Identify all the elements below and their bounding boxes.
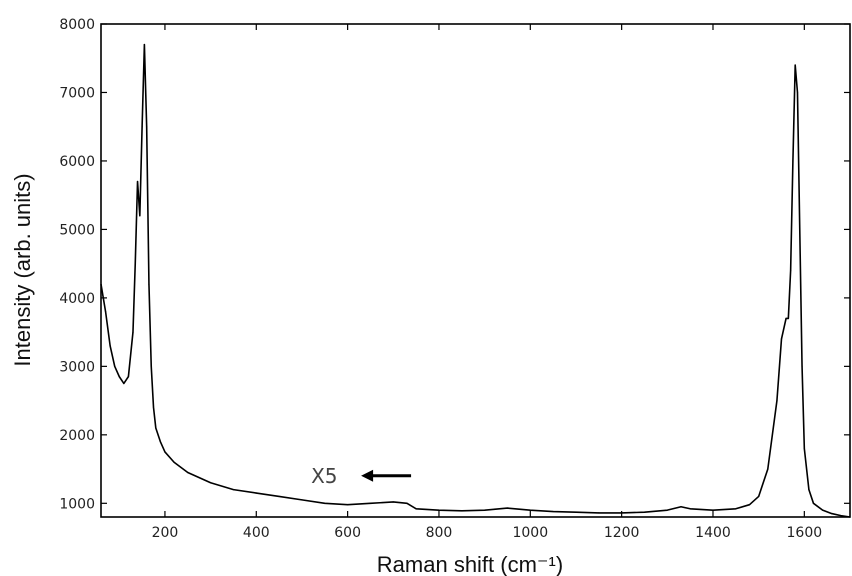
data-point bbox=[118, 376, 120, 378]
y-tick-label: 8000 bbox=[59, 17, 95, 33]
data-point bbox=[255, 492, 257, 494]
y-tick-label: 6000 bbox=[59, 154, 95, 170]
data-point bbox=[849, 516, 851, 518]
data-point bbox=[506, 507, 509, 509]
data-point bbox=[173, 461, 175, 463]
left-arrow-icon bbox=[361, 469, 374, 482]
data-point bbox=[840, 515, 842, 517]
spectrum-line bbox=[100, 43, 851, 518]
data-point bbox=[680, 506, 682, 508]
data-point bbox=[392, 501, 394, 503]
data-point bbox=[689, 508, 691, 510]
plot-border bbox=[100, 23, 851, 518]
x-tick-label: 800 bbox=[426, 525, 453, 541]
data-point bbox=[143, 43, 145, 46]
data-point bbox=[785, 317, 787, 320]
data-point bbox=[187, 471, 189, 474]
y-axis-ticks: 1000 2000 3000 4000 5000 6000 7000 8000 bbox=[59, 17, 850, 512]
data-point bbox=[794, 64, 796, 66]
data-point bbox=[758, 495, 760, 498]
data-point bbox=[114, 365, 116, 367]
data-point bbox=[152, 406, 155, 409]
y-axis-title: Intensity (arb. units) bbox=[10, 173, 35, 366]
y-tick-label: 1000 bbox=[59, 496, 95, 512]
data-point bbox=[369, 502, 372, 504]
data-point bbox=[104, 310, 107, 313]
x-tick-label: 1600 bbox=[787, 525, 823, 541]
data-point bbox=[735, 508, 737, 510]
series-layer bbox=[100, 43, 851, 518]
x-tick-label: 1200 bbox=[604, 525, 640, 541]
y-tick-label: 3000 bbox=[59, 359, 95, 375]
data-point bbox=[146, 126, 148, 128]
data-point bbox=[575, 511, 577, 513]
data-point bbox=[109, 345, 111, 347]
data-point bbox=[415, 508, 417, 510]
data-point bbox=[712, 509, 714, 511]
data-point bbox=[150, 365, 152, 367]
data-point bbox=[796, 91, 799, 94]
data-point bbox=[552, 510, 554, 513]
data-point bbox=[164, 451, 166, 453]
y-tick-label: 5000 bbox=[59, 222, 95, 238]
data-point bbox=[159, 441, 161, 443]
x-tick-label: 200 bbox=[152, 525, 179, 541]
y-tick-label: 7000 bbox=[59, 85, 95, 101]
data-point bbox=[812, 502, 815, 504]
x-axis-ticks: 200 400 600 800 1000 1200 1400 1600 bbox=[152, 24, 823, 541]
data-point bbox=[792, 160, 794, 162]
data-point bbox=[100, 283, 102, 285]
data-point bbox=[148, 283, 150, 285]
data-point bbox=[803, 447, 805, 450]
data-point bbox=[278, 495, 280, 498]
x-tick-label: 600 bbox=[334, 525, 361, 541]
data-point bbox=[484, 509, 486, 511]
y-tick-label: 2000 bbox=[59, 428, 95, 444]
data-point bbox=[210, 482, 212, 484]
data-point bbox=[301, 499, 303, 501]
plot-frame bbox=[100, 23, 851, 518]
data-point bbox=[776, 400, 778, 402]
y-tick-label: 4000 bbox=[59, 291, 95, 307]
data-point bbox=[748, 504, 751, 506]
x-axis-title: Raman shift (cm⁻¹) bbox=[377, 552, 563, 576]
annotation-label: X5 bbox=[311, 464, 337, 488]
data-point bbox=[438, 509, 440, 511]
data-point bbox=[347, 504, 349, 506]
data-point bbox=[643, 511, 646, 513]
data-point bbox=[767, 468, 769, 470]
data-point bbox=[831, 512, 833, 515]
data-point bbox=[598, 512, 600, 514]
data-point bbox=[801, 365, 803, 367]
data-point bbox=[139, 215, 141, 217]
data-point bbox=[406, 502, 408, 504]
data-point bbox=[141, 126, 143, 128]
data-point bbox=[123, 382, 125, 385]
data-point bbox=[666, 509, 668, 511]
data-point bbox=[232, 489, 235, 491]
data-point bbox=[155, 427, 157, 429]
data-point bbox=[822, 509, 824, 511]
data-point bbox=[136, 180, 139, 183]
annotation-layer: X5 bbox=[311, 464, 412, 488]
data-point bbox=[461, 510, 463, 512]
data-point bbox=[529, 509, 531, 511]
x-tick-label: 400 bbox=[243, 525, 270, 541]
data-point bbox=[799, 228, 801, 231]
data-point bbox=[127, 376, 129, 378]
data-point bbox=[621, 512, 623, 514]
data-point bbox=[134, 263, 136, 265]
x-tick-label: 1000 bbox=[512, 525, 548, 541]
data-point bbox=[132, 331, 134, 333]
data-point bbox=[787, 317, 789, 320]
data-point bbox=[790, 269, 792, 272]
data-point bbox=[780, 338, 783, 340]
x-tick-label: 1400 bbox=[695, 525, 731, 541]
data-point bbox=[808, 489, 810, 491]
data-point bbox=[324, 502, 326, 504]
